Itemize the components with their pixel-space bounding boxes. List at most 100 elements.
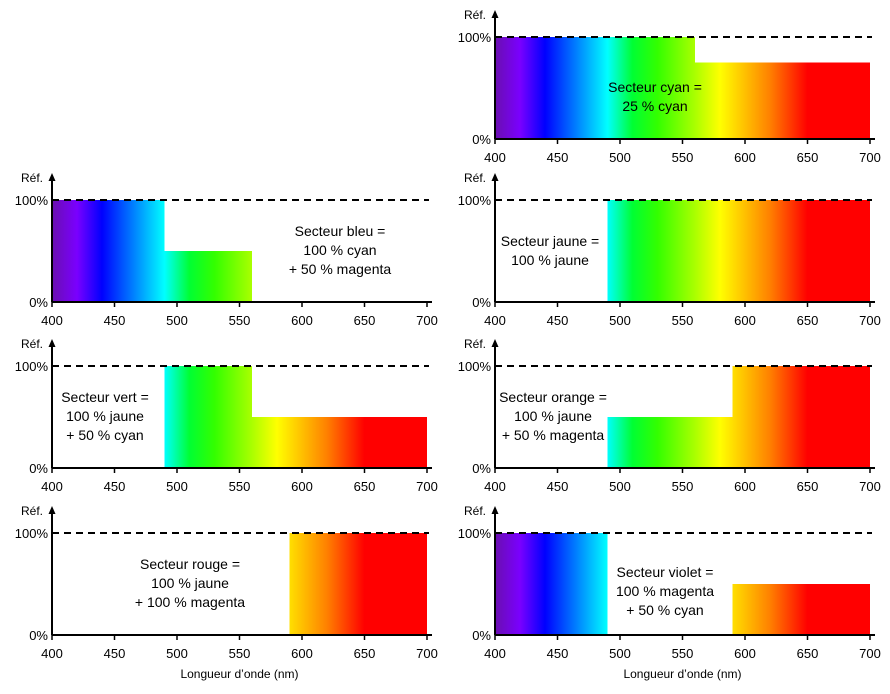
reflectance-bar — [732, 584, 870, 635]
y-axis-title: Réf. — [21, 171, 43, 185]
y-tick-label-100: 100% — [15, 193, 49, 208]
y-axis-arrow-icon — [48, 173, 56, 181]
sector-label-line: 100 % cyan — [303, 242, 376, 258]
x-tick-label: 600 — [291, 646, 313, 661]
sector-label: Secteur cyan = 25 % cyan — [608, 79, 702, 114]
y-axis-arrow-icon — [491, 173, 499, 181]
sector-label-line: 100 % jaune — [514, 408, 592, 424]
sector-label: Secteur rouge = 100 % jaune + 100 % magent… — [135, 556, 245, 610]
y-tick-label-100: 100% — [15, 526, 49, 541]
sector-label: Secteur jaune = 100 % jaune — [501, 233, 599, 268]
panel-jaune: Réf. 100% 0% 400 450 500 550 600 650 700 Secteur j… — [458, 171, 881, 328]
x-tick-label: 650 — [797, 479, 819, 494]
x-tick-label: 600 — [734, 646, 756, 661]
x-tick-label: 450 — [104, 479, 126, 494]
x-tick-label: 700 — [859, 646, 881, 661]
sector-label: Secteur orange = 100 % jaune + 50 % magent… — [499, 389, 607, 443]
sector-label: Secteur violet = 100 % magenta + 50 % cyan — [616, 564, 714, 618]
x-tick-label: 500 — [609, 646, 631, 661]
x-tick-label: 400 — [484, 313, 506, 328]
x-tick-label: 550 — [229, 313, 251, 328]
x-tick-label: 450 — [547, 479, 569, 494]
x-tick-label: 450 — [547, 150, 569, 165]
reflectance-bar — [289, 533, 427, 635]
x-tick-label: 500 — [609, 479, 631, 494]
x-tick-label: 400 — [41, 313, 63, 328]
reflectance-bar — [607, 200, 870, 302]
panel-rouge: Réf. 100% 0% 400 450 500 550 600 650 700 Longueur … — [15, 504, 438, 681]
x-tick-label: 550 — [672, 646, 694, 661]
reflectance-bar — [732, 366, 870, 468]
x-tick-label: 650 — [797, 150, 819, 165]
x-tick-label: 400 — [41, 479, 63, 494]
sector-label: Secteur bleu = 100 % cyan + 50 % magenta — [289, 223, 392, 277]
x-tick-label: 650 — [797, 646, 819, 661]
y-axis-title: Réf. — [464, 8, 486, 22]
sector-label-line: + 50 % magenta — [502, 427, 605, 443]
x-axis-title: Longueur d’onde (nm) — [623, 667, 741, 681]
x-tick-label: 450 — [104, 313, 126, 328]
y-axis-title: Réf. — [21, 337, 43, 351]
x-tick-label: 550 — [229, 479, 251, 494]
sector-label-line: 100 % jaune — [151, 575, 229, 591]
x-tick-label: 550 — [229, 646, 251, 661]
x-tick-label: 400 — [484, 646, 506, 661]
x-tick-label: 700 — [416, 313, 438, 328]
x-tick-label: 600 — [291, 479, 313, 494]
y-tick-label-0: 0% — [29, 461, 48, 476]
reflectance-bar — [52, 200, 165, 302]
y-axis-arrow-icon — [491, 339, 499, 347]
x-tick-label: 650 — [354, 646, 376, 661]
y-tick-label-100: 100% — [458, 30, 492, 45]
sector-label-line: Secteur vert = — [61, 389, 149, 405]
x-tick-label: 500 — [166, 479, 188, 494]
reflectance-bar — [695, 62, 870, 139]
panel-violet: Réf. 100% 0% 400 450 500 550 600 650 700 Longueur … — [458, 504, 881, 681]
x-tick-label: 700 — [416, 479, 438, 494]
sector-label-line: 25 % cyan — [622, 98, 687, 114]
reflectance-bar — [164, 366, 252, 468]
panel-bleu: Réf. 100% 0% 400 450 500 550 600 650 700 Secteur b… — [15, 171, 438, 328]
sector-label: Secteur vert = 100 % jaune + 50 % cyan — [61, 389, 149, 443]
x-tick-label: 500 — [166, 313, 188, 328]
x-tick-label: 500 — [166, 646, 188, 661]
x-tick-label: 650 — [354, 313, 376, 328]
x-tick-label: 500 — [609, 150, 631, 165]
x-tick-label: 700 — [859, 150, 881, 165]
y-tick-label-100: 100% — [458, 526, 492, 541]
x-tick-label: 550 — [672, 479, 694, 494]
sector-label-line: Secteur jaune = — [501, 233, 599, 249]
sector-label-line: Secteur cyan = — [608, 79, 702, 95]
sector-label-line: + 50 % cyan — [626, 602, 703, 618]
x-tick-label: 550 — [672, 313, 694, 328]
panel-orange: Réf. 100% 0% 400 450 500 550 600 650 700 Secteur o… — [458, 337, 881, 494]
sector-label-line: Secteur orange = — [499, 389, 607, 405]
sector-label-line: Secteur violet = — [617, 564, 714, 580]
panel-cyan: Réf. 100% 0% 400 450 500 550 600 650 700 Secteur c… — [458, 8, 881, 165]
x-axis-title: Longueur d’onde (nm) — [180, 667, 298, 681]
y-axis-title: Réf. — [21, 504, 43, 518]
reflectance-bar — [607, 417, 733, 468]
y-tick-label-100: 100% — [15, 359, 49, 374]
x-tick-label: 400 — [41, 646, 63, 661]
y-tick-label-0: 0% — [472, 628, 491, 643]
x-tick-label: 700 — [859, 313, 881, 328]
x-tick-label: 450 — [547, 646, 569, 661]
sector-label-line: Secteur bleu = — [295, 223, 386, 239]
x-tick-label: 400 — [484, 150, 506, 165]
y-tick-label-0: 0% — [472, 461, 491, 476]
x-tick-label: 550 — [672, 150, 694, 165]
y-axis-title: Réf. — [464, 337, 486, 351]
y-tick-label-0: 0% — [29, 628, 48, 643]
y-tick-label-0: 0% — [29, 295, 48, 310]
y-tick-label-100: 100% — [458, 359, 492, 374]
y-axis-title: Réf. — [464, 504, 486, 518]
x-tick-label: 450 — [547, 313, 569, 328]
x-tick-label: 500 — [609, 313, 631, 328]
sector-label-line: 100 % jaune — [66, 408, 144, 424]
x-tick-label: 700 — [416, 646, 438, 661]
x-tick-label: 650 — [354, 479, 376, 494]
reflectance-bar — [252, 417, 427, 468]
sector-label-line: + 100 % magenta — [135, 594, 245, 610]
